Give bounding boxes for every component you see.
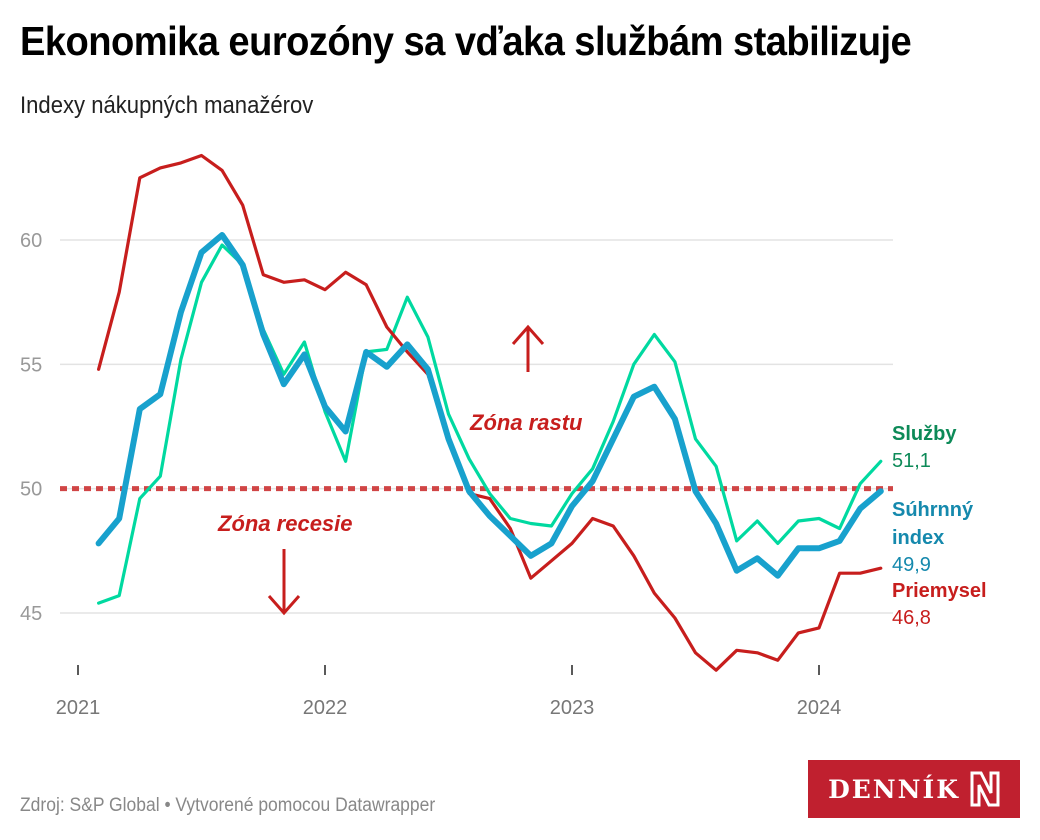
series-lines [95, 153, 884, 672]
label-services-name: Služby [892, 423, 957, 445]
dennik-n-logo[interactable]: DENNÍK [808, 760, 1020, 818]
n-logo-icon [970, 771, 1000, 807]
x-tick-label: 2021 [56, 697, 101, 719]
series-line-services [96, 243, 883, 605]
series-line-composite [95, 232, 884, 579]
logo-text: DENNÍK [828, 774, 960, 804]
label-composite-name-line1: Súhrnný [892, 499, 974, 521]
series-labels: Služby 51,1 Súhrnný index 49,9 Priemysel… [892, 423, 987, 629]
y-tick-label: 50 [20, 479, 42, 501]
arrow-down-head-icon [267, 595, 301, 616]
series-line-manufacturing [96, 153, 883, 672]
line-chart: 45 50 55 60 2021 2022 2023 2024 Zóna rastu Zón… [20, 153, 987, 719]
annotations: Zóna rastu Zóna recesie [217, 324, 583, 616]
y-tick-label: 60 [20, 230, 42, 252]
annotation-growth-zone: Zóna rastu [469, 410, 583, 435]
x-tick-label: 2023 [550, 697, 595, 719]
label-composite-value: 49,9 [892, 554, 931, 576]
chart-title: Ekonomika eurozóny sa vďaka službám stab… [20, 18, 912, 64]
label-manufacturing-name: Priemysel [892, 580, 987, 602]
annotation-recession-zone: Zóna recesie [217, 511, 353, 536]
label-manufacturing-value: 46,8 [892, 607, 931, 629]
arrow-up-head-icon [511, 324, 545, 345]
y-tick-label: 45 [20, 603, 42, 625]
label-composite-name-line2: index [892, 527, 944, 549]
x-tick-label: 2024 [797, 697, 842, 719]
x-axis: 2021 2022 2023 2024 [56, 665, 842, 719]
y-tick-label: 55 [20, 354, 42, 376]
label-services-value: 51,1 [892, 450, 931, 472]
x-tick-label: 2022 [303, 697, 348, 719]
source-note: Zdroj: S&P Global • Vytvorené pomocou Da… [20, 795, 436, 816]
chart-subtitle: Indexy nákupných manažérov [20, 92, 314, 119]
y-axis: 45 50 55 60 [20, 230, 42, 625]
